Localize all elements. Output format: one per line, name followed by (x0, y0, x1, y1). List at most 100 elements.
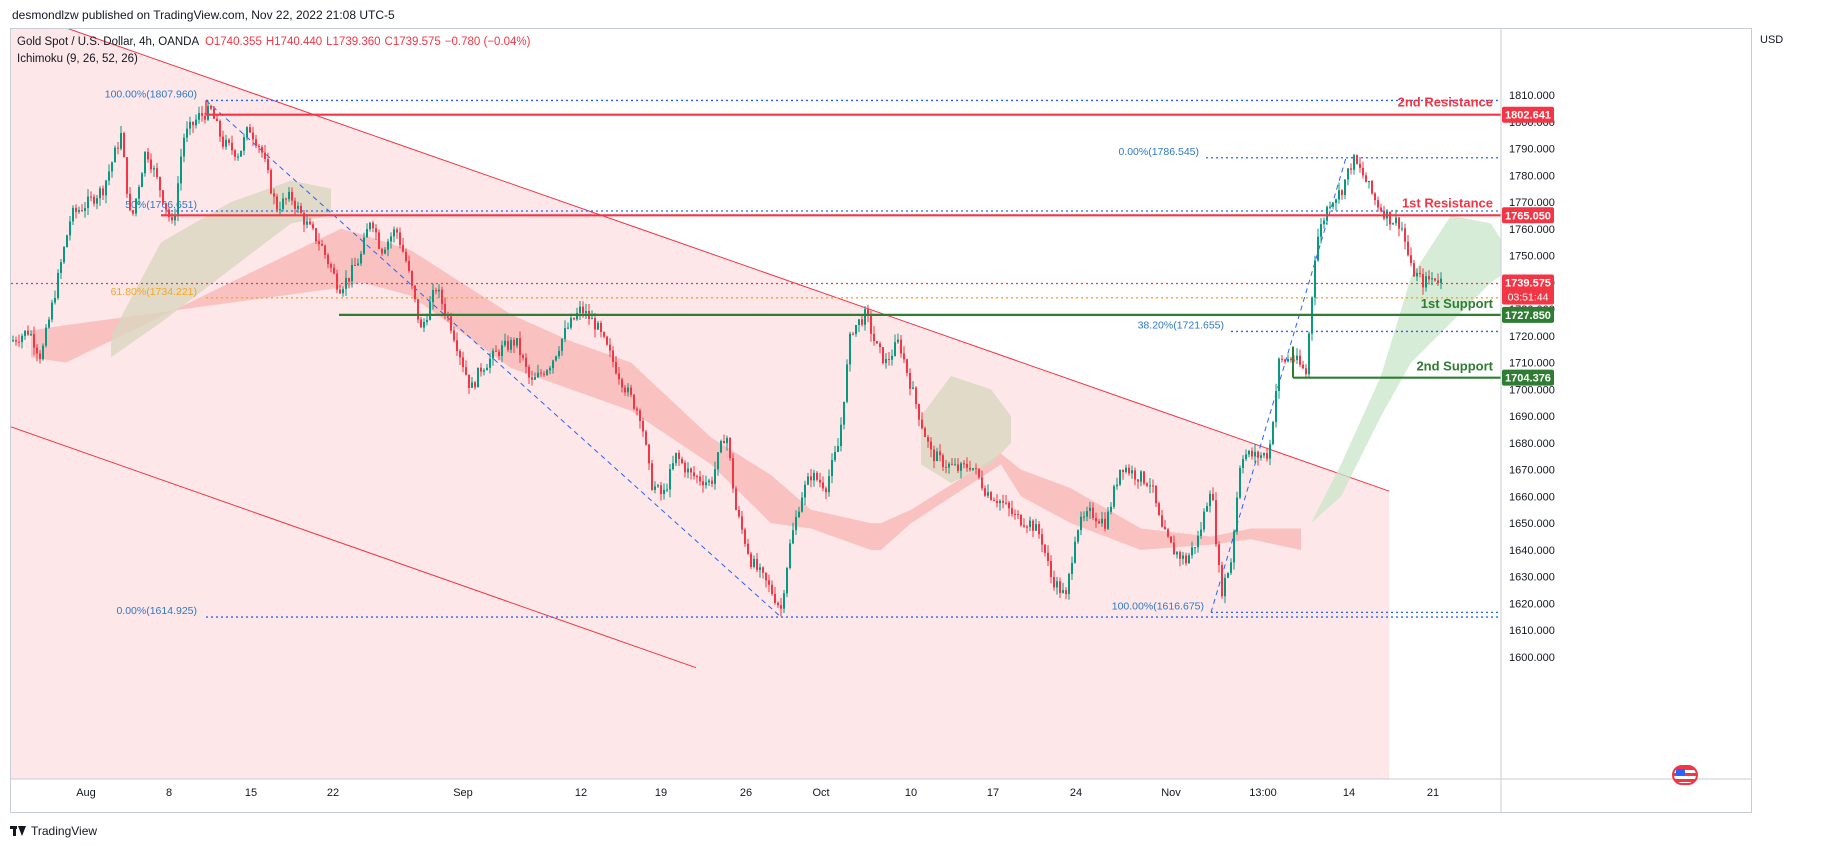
candle (798, 511, 800, 518)
candle (399, 232, 401, 245)
candle (24, 330, 26, 336)
candle (975, 468, 977, 470)
candle (1086, 511, 1088, 517)
candle (1059, 581, 1061, 593)
candle (1164, 526, 1166, 530)
candle (909, 372, 911, 389)
candle (456, 340, 458, 352)
candle (1335, 199, 1337, 204)
candle (90, 196, 92, 198)
candle (348, 277, 350, 282)
published-text: desmondlzw published on TradingView.com,… (12, 8, 395, 22)
candle (474, 382, 476, 388)
candle (567, 327, 569, 329)
candle (366, 229, 368, 238)
candle (573, 317, 575, 320)
candle (1089, 507, 1091, 512)
candle (630, 387, 632, 395)
candle (1374, 193, 1376, 201)
candle (51, 302, 53, 320)
candle (42, 345, 44, 360)
chart-frame[interactable]: 100.00%(1807.960) 50%(1766.651) 61.80%(173… (10, 28, 1752, 813)
candle (1377, 200, 1379, 208)
candle (1077, 530, 1079, 542)
candle (903, 353, 905, 360)
candle (1188, 555, 1190, 564)
x-tick-label: 22 (327, 787, 339, 799)
candle (402, 244, 404, 252)
candle (789, 543, 791, 569)
candle (282, 198, 284, 210)
candle (1314, 260, 1316, 298)
ohlc-open: O1740.355 (204, 36, 262, 48)
candle (345, 277, 347, 289)
fib-label-618: 61.80%(1734.221) (111, 286, 197, 298)
candle (912, 387, 914, 389)
candle (159, 177, 161, 191)
x-tick-label: 14 (1343, 787, 1355, 799)
candle (1437, 280, 1439, 283)
y-tick-label: 1710.000 (1509, 358, 1555, 370)
candle (384, 249, 386, 254)
candle (45, 327, 47, 346)
candle (129, 193, 131, 211)
candles (12, 100, 1442, 617)
candle (669, 469, 671, 490)
candle (441, 289, 443, 304)
candle (318, 241, 320, 245)
candle (813, 472, 815, 481)
candle (729, 437, 731, 459)
candle (783, 593, 785, 609)
plot-area: 100.00%(1807.960) 50%(1766.651) 61.80%(173… (11, 29, 1501, 779)
candle (192, 121, 194, 126)
candle (1389, 211, 1391, 225)
candle (1281, 358, 1283, 360)
candle (879, 343, 881, 348)
candle (1422, 274, 1424, 288)
candle (1083, 516, 1085, 518)
candle (1407, 241, 1409, 256)
candle (1440, 278, 1442, 283)
candle (825, 488, 827, 493)
candle (957, 464, 959, 471)
candle (93, 196, 95, 204)
candle (1395, 217, 1397, 224)
candle (324, 245, 326, 255)
candle (423, 321, 425, 328)
candle (1029, 520, 1031, 527)
candle (1155, 485, 1157, 504)
us-flag-icon[interactable] (1672, 765, 1698, 785)
candle (1224, 577, 1226, 597)
candle (621, 379, 623, 388)
candle (951, 463, 953, 465)
candle (1416, 272, 1418, 277)
candle (681, 458, 683, 463)
candle (411, 271, 413, 286)
candle (1287, 358, 1289, 362)
candle (489, 358, 491, 368)
candle (1044, 544, 1046, 553)
candle (1017, 514, 1019, 516)
candle (183, 137, 185, 157)
candle (168, 209, 170, 218)
price-chart[interactable]: 100.00%(1807.960) 50%(1766.651) 61.80%(173… (11, 29, 1751, 812)
candle (945, 466, 947, 468)
footer-brand[interactable]: TradingView (10, 824, 97, 838)
candle (867, 309, 869, 316)
candle (510, 339, 512, 350)
candle (102, 188, 104, 196)
candle (1356, 155, 1358, 164)
candle (270, 170, 272, 194)
candle (933, 449, 935, 462)
candle (834, 451, 836, 461)
candle (1242, 459, 1244, 468)
candle (333, 267, 335, 274)
candle (1110, 506, 1112, 512)
candle (921, 419, 923, 429)
candle (1095, 518, 1097, 522)
candle (996, 500, 998, 504)
candle (696, 476, 698, 478)
candle (237, 156, 239, 158)
candle (153, 168, 155, 170)
indicator-label[interactable]: Ichimoku (9, 26, 52, 26) (17, 53, 138, 65)
